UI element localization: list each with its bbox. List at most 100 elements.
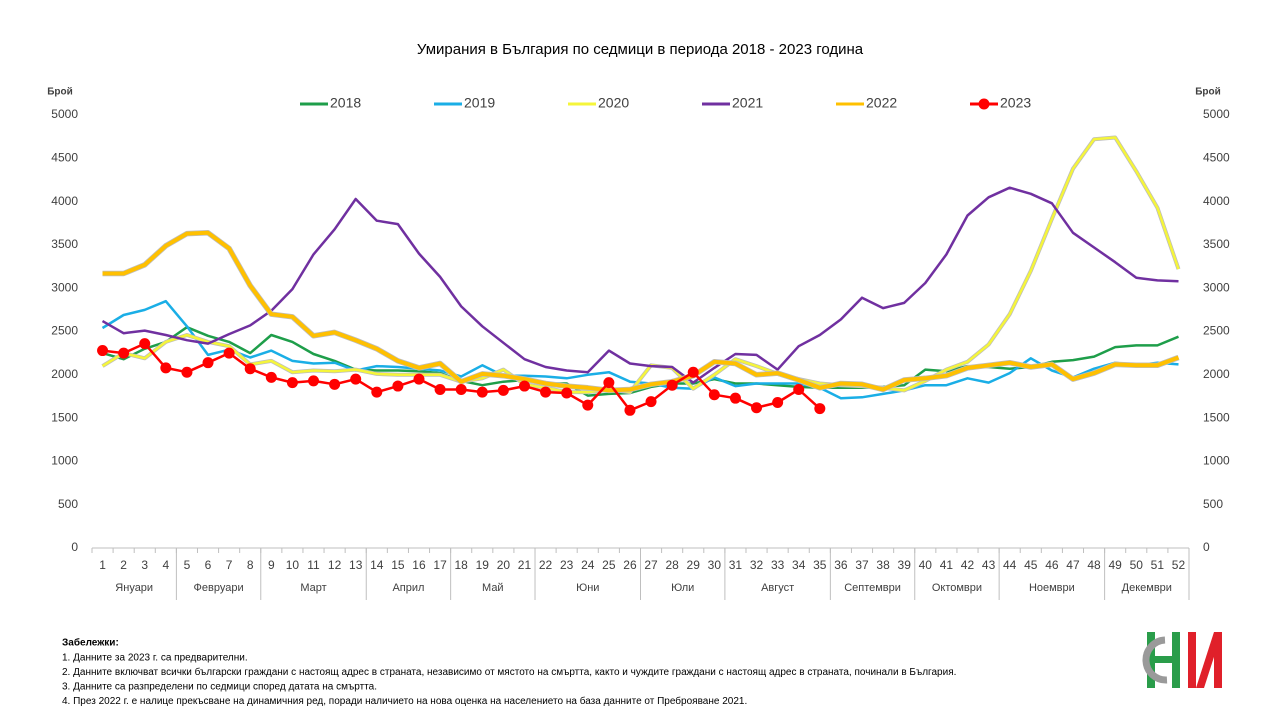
- x-tick-label: 29: [687, 558, 701, 572]
- series-marker: [392, 380, 404, 392]
- y-axis-label: Брой: [47, 87, 73, 98]
- month-label: Февруари: [194, 582, 244, 594]
- logo-bar: [1214, 632, 1222, 688]
- note: 1. Данните за 2023 г. са предварителни.: [62, 653, 248, 664]
- x-tick-label: 10: [286, 558, 300, 572]
- y-tick-label: 2500: [51, 324, 78, 338]
- x-tick-label: 21: [518, 558, 532, 572]
- series-marker: [729, 392, 741, 404]
- series-marker: [350, 373, 362, 385]
- legend-marker: [978, 98, 990, 110]
- legend-label: 2021: [732, 95, 763, 111]
- series-line: [101, 136, 1180, 394]
- x-tick-label: 25: [602, 558, 616, 572]
- y-tick-label: 3500: [51, 237, 78, 251]
- y-tick-label: 1500: [51, 410, 78, 424]
- chart-title: Умирания в България по седмици в периода…: [417, 41, 864, 58]
- series-marker: [751, 402, 763, 414]
- x-tick-label: 23: [560, 558, 574, 572]
- y2-tick-label: 1000: [1203, 454, 1230, 468]
- month-label: Ноември: [1029, 582, 1075, 594]
- series-marker: [518, 380, 530, 392]
- series-marker: [118, 347, 130, 359]
- x-tick-label: 47: [1066, 558, 1080, 572]
- note: 4. През 2022 г. е налице прекъсване на д…: [62, 695, 747, 707]
- x-tick-label: 6: [205, 558, 212, 572]
- month-label: Август: [761, 582, 794, 594]
- legend-label: 2023: [1000, 95, 1031, 111]
- month-label: Април: [392, 582, 424, 594]
- series-marker: [455, 384, 467, 396]
- y2-tick-label: 2000: [1203, 367, 1230, 381]
- x-tick-label: 48: [1087, 558, 1101, 572]
- series-marker: [202, 357, 214, 369]
- x-tick-label: 38: [876, 558, 890, 572]
- month-label: Септември: [844, 582, 901, 594]
- series-marker: [666, 379, 678, 391]
- x-tick-label: 42: [961, 558, 975, 572]
- series-marker: [434, 384, 446, 396]
- x-tick-label: 2: [120, 558, 127, 572]
- y2-tick-label: 0: [1203, 540, 1210, 554]
- x-tick-label: 41: [940, 558, 954, 572]
- x-tick-label: 36: [834, 558, 848, 572]
- series-marker: [708, 389, 720, 401]
- x-tick-label: 37: [855, 558, 869, 572]
- series-marker: [244, 363, 256, 375]
- series-marker: [582, 399, 594, 411]
- x-tick-label: 49: [1108, 558, 1122, 572]
- series-marker: [286, 377, 298, 389]
- x-tick-label: 52: [1172, 558, 1186, 572]
- x-tick-label: 12: [328, 558, 342, 572]
- x-tick-label: 51: [1151, 558, 1165, 572]
- x-tick-label: 17: [433, 558, 447, 572]
- logo-arc: [1142, 636, 1168, 684]
- y2-tick-label: 5000: [1203, 107, 1230, 121]
- series-marker: [645, 396, 657, 408]
- x-tick-label: 31: [729, 558, 743, 572]
- series-marker: [624, 404, 636, 416]
- month-label: Юли: [671, 582, 694, 594]
- y-tick-label: 0: [71, 540, 78, 554]
- series-marker: [603, 377, 615, 389]
- x-tick-label: 8: [247, 558, 254, 572]
- y-tick-label: 4500: [51, 150, 78, 164]
- x-tick-label: 18: [455, 558, 469, 572]
- x-tick-label: 4: [162, 558, 169, 572]
- series-marker: [687, 366, 699, 378]
- x-tick-label: 43: [982, 558, 996, 572]
- y-tick-label: 5000: [51, 107, 78, 121]
- logo-bar: [1188, 632, 1196, 688]
- x-tick-label: 39: [898, 558, 912, 572]
- x-tick-label: 13: [349, 558, 363, 572]
- month-label: Декември: [1122, 582, 1172, 594]
- y-tick-label: 1000: [51, 454, 78, 468]
- y-tick-label: 2000: [51, 367, 78, 381]
- x-tick-label: 35: [813, 558, 827, 572]
- y-tick-label: 500: [58, 497, 78, 511]
- x-tick-label: 15: [391, 558, 405, 572]
- series-marker: [308, 375, 320, 387]
- series-marker: [561, 387, 573, 399]
- x-tick-label: 28: [665, 558, 679, 572]
- series-line: [102, 230, 1180, 393]
- month-label: Октомври: [932, 582, 982, 594]
- y-tick-label: 4000: [51, 194, 78, 208]
- x-tick-label: 46: [1045, 558, 1059, 572]
- month-label: Май: [482, 582, 504, 594]
- series-marker: [160, 362, 172, 374]
- y2-tick-label: 2500: [1203, 324, 1230, 338]
- x-tick-label: 9: [268, 558, 275, 572]
- x-tick-label: 3: [141, 558, 148, 572]
- x-tick-label: 16: [412, 558, 426, 572]
- series-marker: [540, 386, 552, 398]
- x-tick-label: 33: [771, 558, 785, 572]
- legend-label: 2020: [598, 95, 629, 111]
- month-label: Юни: [576, 582, 599, 594]
- x-tick-label: 1: [99, 558, 106, 572]
- month-label: Януари: [115, 582, 153, 594]
- x-tick-label: 5: [184, 558, 191, 572]
- series-marker: [139, 338, 151, 350]
- series-marker: [497, 384, 509, 396]
- series-marker: [265, 371, 277, 383]
